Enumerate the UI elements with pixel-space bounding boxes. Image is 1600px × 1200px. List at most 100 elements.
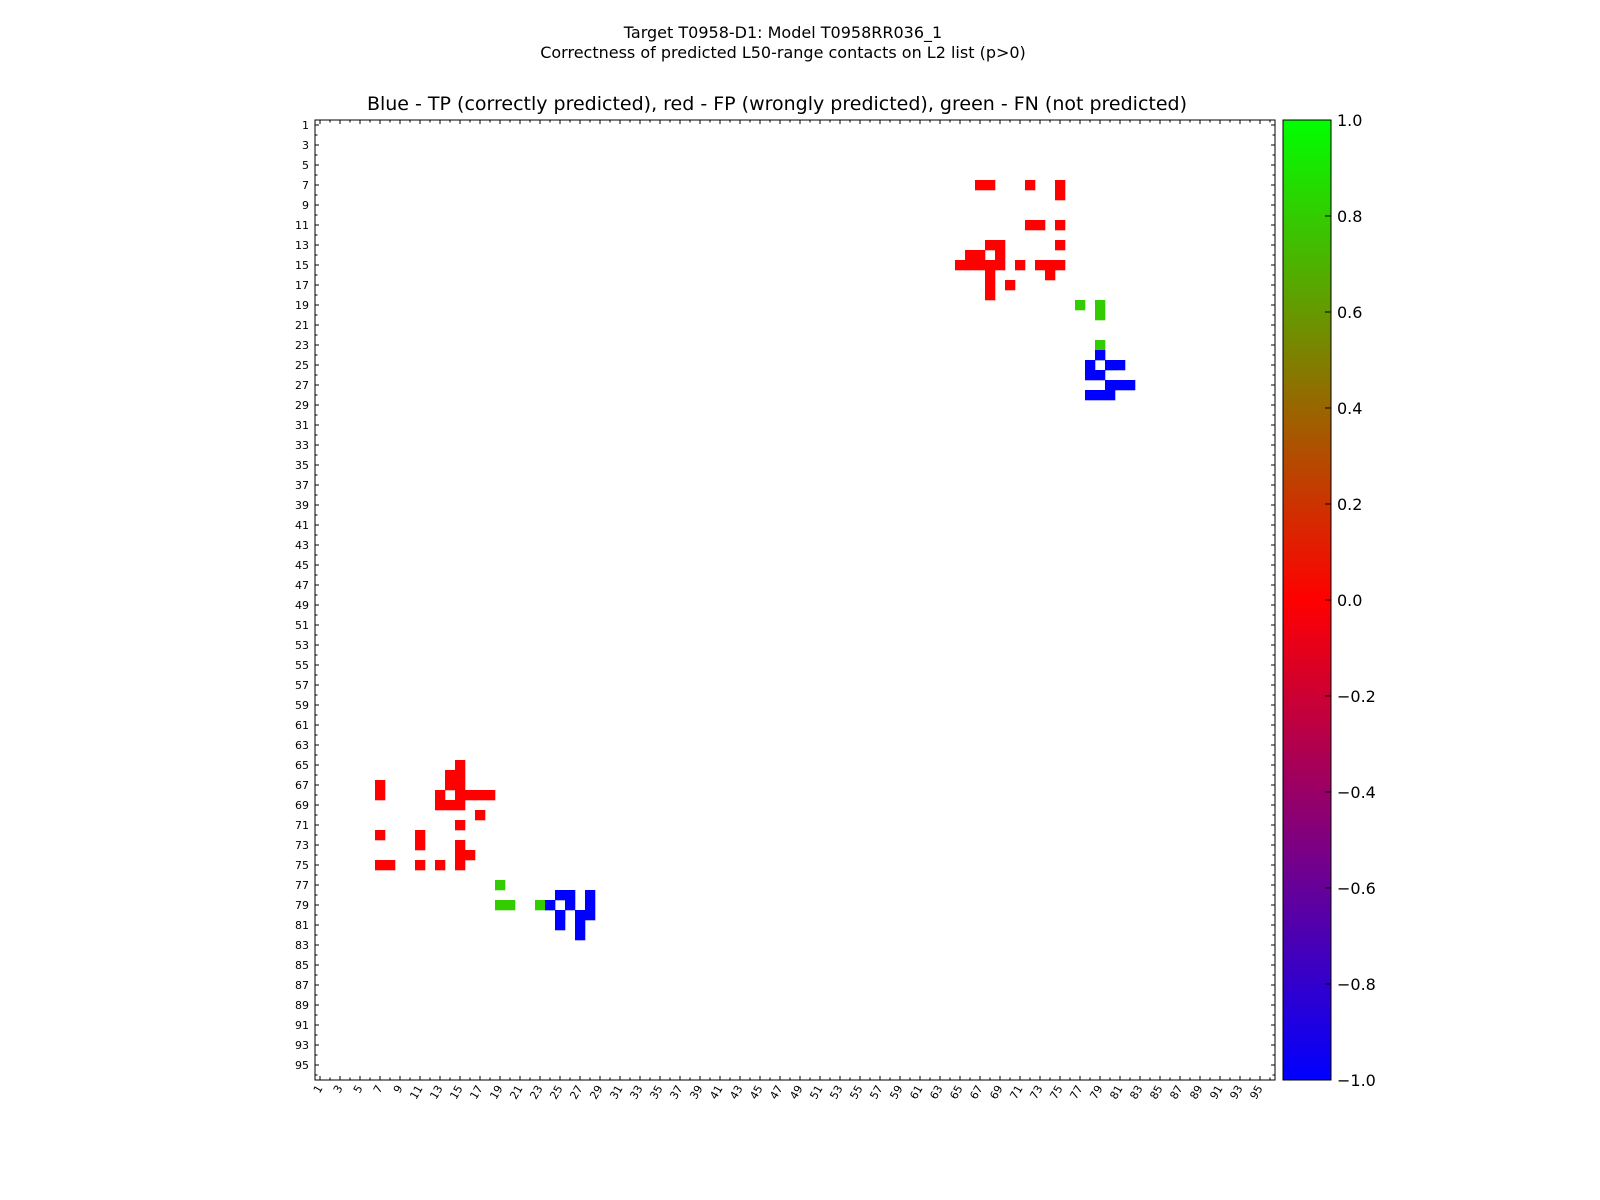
fp-cell-18-mirror (435, 800, 446, 811)
tp-cell-7-mirror (585, 900, 596, 911)
fp-cell-0 (975, 180, 986, 191)
fp-cell-8 (1025, 220, 1036, 231)
fp-cell-6-mirror (455, 860, 466, 871)
x-tick-label-41: 41 (707, 1083, 725, 1102)
tp-cell-10-mirror (585, 910, 596, 921)
x-tick-label-91: 91 (1207, 1083, 1225, 1102)
fp-cell-14-mirror (475, 810, 486, 821)
x-tick-label-53: 53 (827, 1083, 845, 1102)
tp-cell-7 (1095, 390, 1106, 401)
fp-cell-1 (1025, 180, 1036, 191)
x-tick-label-71: 71 (1007, 1083, 1025, 1102)
fp-cell-22-mirror (455, 770, 466, 781)
fn-cell-1-mirror (495, 900, 506, 911)
fp-cell-19 (975, 250, 986, 261)
y-tick-label-33: 33 (295, 439, 309, 452)
fp-cell-26 (985, 290, 996, 301)
fp-cell-9-mirror (415, 860, 426, 871)
tp-cell-9 (1115, 380, 1126, 391)
colorbar-tick-label-8: −0.6 (1337, 879, 1376, 898)
tp-cell-0 (1095, 350, 1106, 361)
contact-cells (375, 180, 1136, 941)
y-tick-label-29: 29 (295, 399, 309, 412)
fp-cell-27-mirror (445, 800, 456, 811)
x-tick-label-11: 11 (407, 1083, 425, 1102)
y-tick-label-93: 93 (295, 1039, 309, 1052)
tp-cell-11 (1085, 390, 1096, 401)
y-tick-label-5: 5 (302, 159, 309, 172)
y-tick-label-67: 67 (295, 779, 309, 792)
y-tick-label-45: 45 (295, 559, 309, 572)
colorbar-tick-label-0: 1.0 (1337, 111, 1362, 130)
y-tick-label-49: 49 (295, 599, 309, 612)
fp-cell-23 (975, 260, 986, 271)
y-tick-label-39: 39 (295, 499, 309, 512)
fp-cell-25 (985, 270, 996, 281)
x-tick-label-37: 37 (667, 1083, 685, 1102)
x-tick-label-25: 25 (547, 1083, 565, 1102)
y-tick-label-95: 95 (295, 1059, 309, 1072)
x-tick-label-55: 55 (847, 1083, 865, 1102)
y-tick-label-35: 35 (295, 459, 309, 472)
x-tick-label-43: 43 (727, 1083, 745, 1102)
y-tick-label-83: 83 (295, 939, 309, 952)
y-tick-label-43: 43 (295, 539, 309, 552)
colorbar-tick-label-7: −0.4 (1337, 783, 1376, 802)
fp-cell-0-mirror (375, 780, 386, 791)
fp-cell-21-mirror (455, 760, 466, 771)
fn-cell-2-mirror (505, 900, 516, 911)
x-tick-label-83: 83 (1127, 1083, 1145, 1102)
x-tick-label-33: 33 (627, 1083, 645, 1102)
y-tick-label-15: 15 (295, 259, 309, 272)
fp-cell-22 (965, 260, 976, 271)
tp-cell-5 (1115, 360, 1126, 371)
fp-cell-11 (1035, 260, 1046, 271)
colorbar-ticks: 1.0 0.8 0.6 0.4 0.2 0.0 −0.2 −0.4 −0.6 −0.8 −1.0 (1325, 111, 1376, 1090)
y-tick-label-57: 57 (295, 679, 309, 692)
fp-cell-2-mirror (375, 790, 386, 801)
x-tick-label-57: 57 (867, 1083, 885, 1102)
colorbar-tick-label-2: 0.6 (1337, 303, 1362, 322)
tp-cell-8 (1125, 380, 1136, 391)
fp-cell-8-mirror (415, 830, 426, 841)
fp-cell-12-mirror (455, 850, 466, 861)
y-tick-label-91: 91 (295, 1019, 309, 1032)
y-tick-label-11: 11 (295, 219, 309, 232)
x-tick-label-89: 89 (1187, 1083, 1205, 1102)
fp-cell-9 (1055, 220, 1066, 231)
fp-cell-20-mirror (445, 770, 456, 781)
plot-title: Blue - TP (correctly predicted), red - F… (367, 93, 1187, 115)
x-tick-label-51: 51 (807, 1083, 825, 1102)
colorbar-tick-label-4: 0.2 (1337, 495, 1362, 514)
fp-cell-24-mirror (455, 790, 466, 801)
fp-cell-15 (995, 260, 1006, 271)
x-tick-label-47: 47 (767, 1083, 785, 1102)
colorbar-tick-label-6: −0.2 (1337, 687, 1376, 706)
fp-cell-25-mirror (465, 790, 476, 801)
tp-cell-6-mirror (575, 910, 586, 921)
fp-cell-24 (985, 260, 996, 271)
y-tick-label-13: 13 (295, 239, 309, 252)
fn-cell-0-mirror (495, 880, 506, 891)
fp-cell-16-mirror (475, 790, 486, 801)
fp-cell-13 (1045, 270, 1056, 281)
x-tick-label-61: 61 (907, 1083, 925, 1102)
fn-cell-0 (1075, 300, 1086, 311)
colorbar (1282, 119, 1332, 1081)
y-tick-label-1: 1 (302, 119, 309, 132)
y-tick-label-61: 61 (295, 719, 309, 732)
fp-cell-1-mirror (375, 830, 386, 841)
x-tick-label-49: 49 (787, 1083, 805, 1102)
tp-cell-3 (1085, 370, 1096, 381)
y-tick-label-27: 27 (295, 379, 309, 392)
x-tick-label-45: 45 (747, 1083, 765, 1102)
y-tick-label-47: 47 (295, 579, 309, 592)
y-tick-label-69: 69 (295, 799, 309, 812)
colorbar-tick-label-3: 0.4 (1337, 399, 1362, 418)
y-tick-label-37: 37 (295, 479, 309, 492)
x-tick-label-67: 67 (967, 1083, 985, 1102)
fn-cell-2 (1095, 310, 1106, 321)
y-tick-label-75: 75 (295, 859, 309, 872)
y-tick-label-23: 23 (295, 339, 309, 352)
